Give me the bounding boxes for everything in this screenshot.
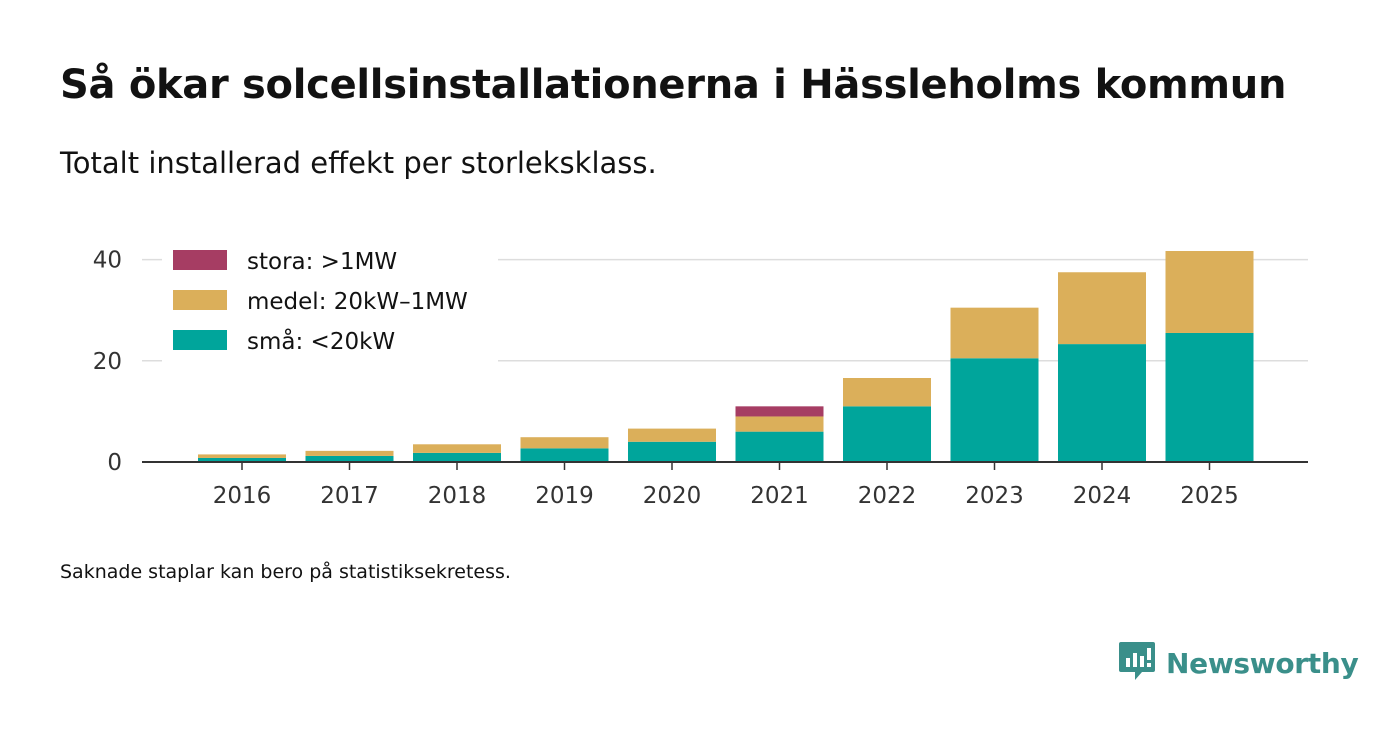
legend-swatch-medel bbox=[173, 290, 227, 310]
x-tick-label: 2019 bbox=[535, 483, 594, 509]
chart-title: Så ökar solcellsinstallationerna i Hässl… bbox=[60, 62, 1287, 108]
legend-label-sma: små: <20kW bbox=[247, 327, 395, 355]
bar-medel-2021 bbox=[735, 416, 824, 432]
footnote: Saknade staplar kan bero på statistiksek… bbox=[60, 561, 511, 583]
bar-medel-2018 bbox=[413, 444, 501, 453]
bar-sma-2020 bbox=[628, 441, 716, 462]
bar-sma-2019 bbox=[520, 448, 609, 462]
legend-swatch-stora bbox=[173, 250, 227, 270]
chart-subtitle: Totalt installerad effekt per storlekskl… bbox=[60, 146, 657, 180]
bar-sma-2022 bbox=[843, 406, 931, 462]
bar-sma-2021 bbox=[735, 431, 824, 462]
x-tick-label: 2016 bbox=[213, 483, 272, 509]
x-tick-label: 2018 bbox=[428, 483, 487, 509]
bar-sma-2017 bbox=[305, 455, 394, 462]
y-tick-label: 20 bbox=[93, 349, 122, 375]
legend-label-medel: medel: 20kW–1MW bbox=[247, 289, 468, 315]
bar-sma-2025 bbox=[1165, 332, 1254, 462]
y-tick-label: 0 bbox=[107, 450, 122, 476]
bar-sma-2018 bbox=[413, 452, 501, 462]
x-tick-label: 2020 bbox=[643, 483, 702, 509]
brand-logo: Newsworthy bbox=[1118, 640, 1359, 686]
bar-medel-2025 bbox=[1165, 250, 1254, 333]
legend-label-stora: stora: >1MW bbox=[247, 249, 397, 275]
newsworthy-logo-icon bbox=[1118, 640, 1156, 686]
bar-medel-2022 bbox=[843, 378, 931, 407]
y-tick-label: 40 bbox=[93, 248, 122, 274]
bar-medel-2023 bbox=[950, 307, 1039, 359]
x-tick-label: 2024 bbox=[1073, 483, 1132, 509]
bar-stora-2021 bbox=[735, 406, 824, 417]
legend-swatch-sma bbox=[173, 330, 227, 350]
bar-sma-2016 bbox=[198, 457, 286, 462]
bar-sma-2023 bbox=[950, 358, 1039, 462]
x-tick-label: 2017 bbox=[320, 483, 379, 509]
x-tick-label: 2021 bbox=[750, 483, 809, 509]
bar-medel-2024 bbox=[1058, 272, 1146, 345]
x-tick-label: 2025 bbox=[1180, 483, 1239, 509]
bar-sma-2024 bbox=[1058, 344, 1146, 462]
x-tick-label: 2023 bbox=[965, 483, 1024, 509]
bar-medel-2020 bbox=[628, 428, 716, 442]
bar-medel-2017 bbox=[305, 450, 394, 456]
bar-medel-2016 bbox=[198, 454, 286, 458]
x-tick-label: 2022 bbox=[858, 483, 917, 509]
brand-name: Newsworthy bbox=[1166, 646, 1359, 680]
bar-medel-2019 bbox=[520, 437, 609, 449]
